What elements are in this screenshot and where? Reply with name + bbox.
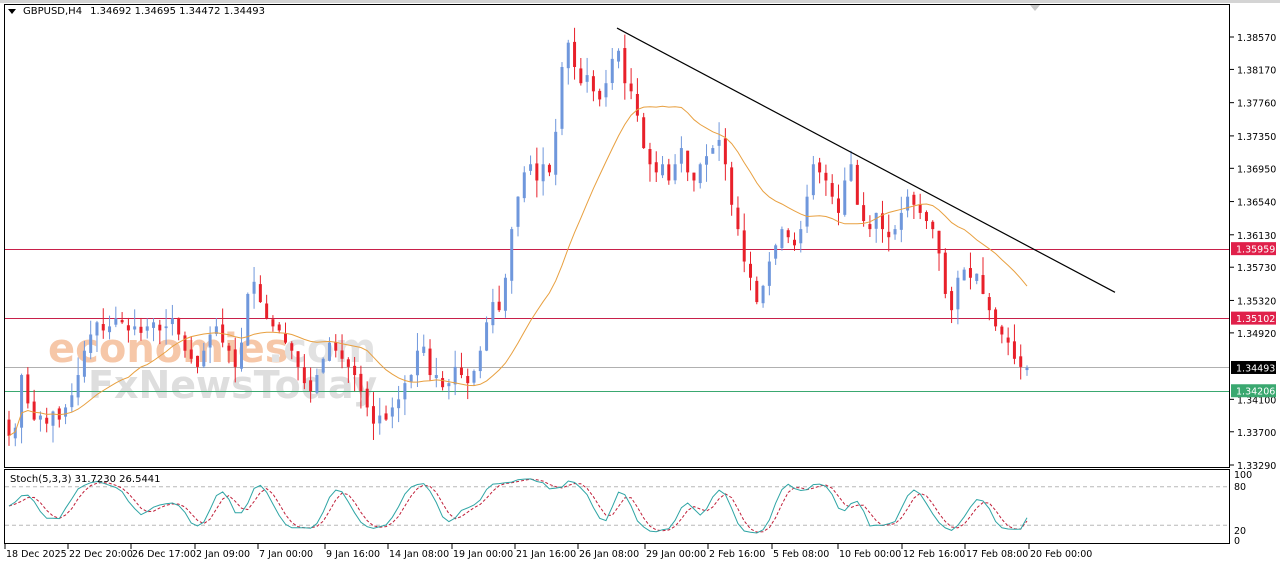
moving-average-line — [8, 105, 1028, 437]
svg-text:19 Jan 00:00: 19 Jan 00:00 — [453, 549, 513, 560]
svg-text:1.35320: 1.35320 — [1237, 296, 1276, 307]
svg-text:1.36130: 1.36130 — [1237, 231, 1276, 242]
svg-text:18 Dec 2025: 18 Dec 2025 — [6, 549, 67, 560]
chart-shift-marker[interactable] — [1030, 5, 1040, 11]
svg-text:26 Jan 08:00: 26 Jan 08:00 — [579, 549, 639, 560]
svg-text:1.36950: 1.36950 — [1237, 164, 1276, 175]
svg-text:1.36540: 1.36540 — [1237, 198, 1276, 209]
svg-text:1.35959: 1.35959 — [1236, 245, 1275, 256]
svg-text:22 Dec 20:00: 22 Dec 20:00 — [69, 549, 133, 560]
svg-text:26 Dec 17:00: 26 Dec 17:00 — [132, 549, 196, 560]
svg-text:1.34493: 1.34493 — [1236, 363, 1275, 374]
svg-text:0: 0 — [1234, 536, 1240, 547]
svg-text:1.34206: 1.34206 — [1236, 387, 1275, 398]
svg-text:10 Feb 00:00: 10 Feb 00:00 — [839, 549, 901, 560]
svg-text:1.33290: 1.33290 — [1237, 461, 1276, 472]
svg-text:1.37760: 1.37760 — [1237, 99, 1276, 110]
svg-text:5 Feb 08:00: 5 Feb 08:00 — [773, 549, 829, 560]
svg-text:17 Feb 08:00: 17 Feb 08:00 — [966, 549, 1028, 560]
svg-text:1.38170: 1.38170 — [1237, 65, 1276, 76]
svg-text:1.34100: 1.34100 — [1237, 395, 1276, 406]
ohlc-values: 1.34692 1.34695 1.34472 1.34493 — [90, 6, 266, 17]
svg-text:29 Jan 00:00: 29 Jan 00:00 — [646, 549, 706, 560]
svg-text:2 Feb 16:00: 2 Feb 16:00 — [709, 549, 765, 560]
time-axis: 18 Dec 2025 22 Dec 20:00 26 Dec 17:00 2 Jan… — [4, 544, 1092, 560]
chart-header: GBPUSD,H4 1.34692 1.34695 1.34472 1.3449… — [8, 6, 265, 17]
svg-text:9 Jan 16:00: 9 Jan 16:00 — [326, 549, 380, 560]
stochastic-label: Stoch(5,3,3) 31.7230 26.5441 — [10, 474, 161, 485]
candlesticks — [7, 27, 1029, 447]
stoch-plot-area — [4, 469, 1230, 544]
svg-text:1.34920: 1.34920 — [1237, 329, 1276, 340]
price-axis: 1.38570 1.38170 1.37760 1.37350 1.36950 1.365… — [1230, 33, 1276, 472]
svg-text:FxNewsToday: FxNewsToday — [88, 363, 377, 407]
trendline[interactable] — [616, 27, 1116, 293]
svg-text:21 Jan 16:00: 21 Jan 16:00 — [516, 549, 576, 560]
svg-text:1.37350: 1.37350 — [1237, 132, 1276, 143]
svg-text:100: 100 — [1234, 470, 1252, 481]
svg-text:20: 20 — [1234, 526, 1246, 537]
svg-text:1.35730: 1.35730 — [1237, 263, 1276, 274]
svg-text:14 Jan 08:00: 14 Jan 08:00 — [389, 549, 449, 560]
main-plot-area — [4, 4, 1230, 468]
svg-text:80: 80 — [1234, 482, 1246, 493]
svg-text:2 Jan 09:00: 2 Jan 09:00 — [196, 549, 250, 560]
horizontal-lines — [5, 249, 1229, 392]
svg-text:1.38570: 1.38570 — [1237, 33, 1276, 44]
svg-text:1.35102: 1.35102 — [1236, 314, 1275, 325]
svg-text:12 Feb 16:00: 12 Feb 16:00 — [903, 549, 965, 560]
svg-text:1.33700: 1.33700 — [1237, 428, 1276, 439]
dropdown-triangle-icon[interactable] — [8, 9, 16, 14]
top-border — [0, 0, 1280, 3]
symbol-timeframe: GBPUSD,H4 — [23, 6, 83, 17]
svg-text:20 Feb 00:00: 20 Feb 00:00 — [1030, 549, 1092, 560]
svg-text:7 Jan 00:00: 7 Jan 00:00 — [259, 549, 313, 560]
